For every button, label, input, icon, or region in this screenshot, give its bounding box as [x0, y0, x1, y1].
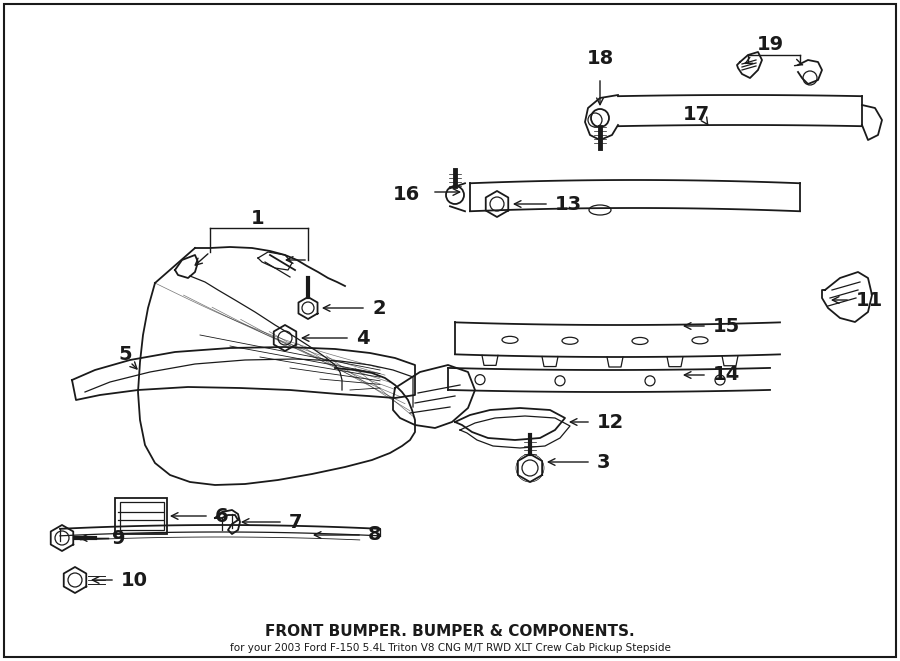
- Text: 1: 1: [251, 208, 265, 227]
- Text: 11: 11: [856, 290, 883, 309]
- Ellipse shape: [562, 337, 578, 344]
- Ellipse shape: [589, 205, 611, 215]
- Text: 12: 12: [597, 412, 625, 432]
- Text: 9: 9: [112, 529, 125, 547]
- Bar: [120, 502, 164, 530]
- Text: 7: 7: [289, 512, 302, 531]
- Text: 10: 10: [121, 570, 148, 590]
- Bar: [115, 498, 167, 534]
- Text: 4: 4: [356, 329, 370, 348]
- Text: 19: 19: [756, 36, 784, 54]
- Text: FRONT BUMPER. BUMPER & COMPONENTS.: FRONT BUMPER. BUMPER & COMPONENTS.: [266, 625, 634, 639]
- Text: for your 2003 Ford F-150 5.4L Triton V8 CNG M/T RWD XLT Crew Cab Pickup Stepside: for your 2003 Ford F-150 5.4L Triton V8 …: [230, 643, 670, 653]
- Text: 5: 5: [118, 346, 131, 364]
- Text: 2: 2: [372, 299, 385, 317]
- Text: 15: 15: [713, 317, 740, 336]
- Text: 16: 16: [392, 186, 420, 204]
- Text: 13: 13: [555, 194, 582, 214]
- Text: 8: 8: [368, 525, 382, 545]
- Text: 6: 6: [215, 506, 229, 525]
- Text: 18: 18: [587, 49, 614, 68]
- Ellipse shape: [502, 336, 518, 343]
- Ellipse shape: [632, 338, 648, 344]
- Text: 17: 17: [682, 106, 709, 124]
- Ellipse shape: [692, 337, 708, 344]
- Text: 14: 14: [713, 366, 740, 385]
- Text: 3: 3: [597, 453, 610, 471]
